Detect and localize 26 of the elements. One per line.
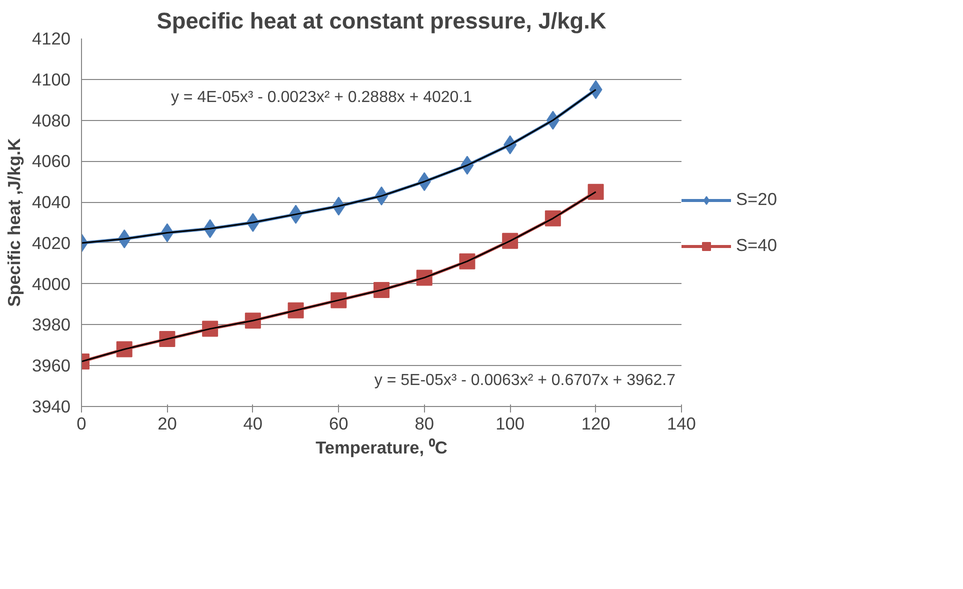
x-tick-label: 120 [581,414,610,434]
y-tick-label: 4000 [32,274,71,294]
x-tick-label: 100 [496,414,525,434]
x-tick-label: 20 [158,414,177,434]
x-tick-label: 0 [76,414,86,434]
legend-label: S=40 [736,235,777,256]
y-tick-label: 4020 [32,232,71,253]
annotation: y = 5E-05x³ - 0.0063x² + 0.6707x + 3962.7 [374,372,676,390]
y-tick-label: 3980 [32,314,71,335]
chart-title: Specific heat at constant pressure, J/kg.K [156,8,607,34]
x-axis-title: Temperature, ⁰C [316,438,448,458]
y-tick-label: 3940 [32,396,71,416]
x-tick-label: 40 [243,414,263,434]
legend-label: S=20 [736,189,777,210]
y-tick-label: 4100 [32,69,71,90]
y-tick-label: 4060 [32,151,71,172]
point [588,184,604,200]
x-tick-label: 80 [414,414,434,434]
y-tick-label: 4080 [32,110,71,130]
y-tick-label: 4040 [32,192,71,212]
y-axis-title: Specific heat ,J/kg.K [4,138,24,307]
y-tick-label: 3960 [32,356,71,376]
annotation: y = 4E-05x³ - 0.0023x² + 0.2888x + 4020.1 [170,88,472,106]
x-tick-label: 140 [667,414,696,434]
x-tick-label: 60 [329,414,348,434]
y-tick-label: 4120 [32,28,71,48]
